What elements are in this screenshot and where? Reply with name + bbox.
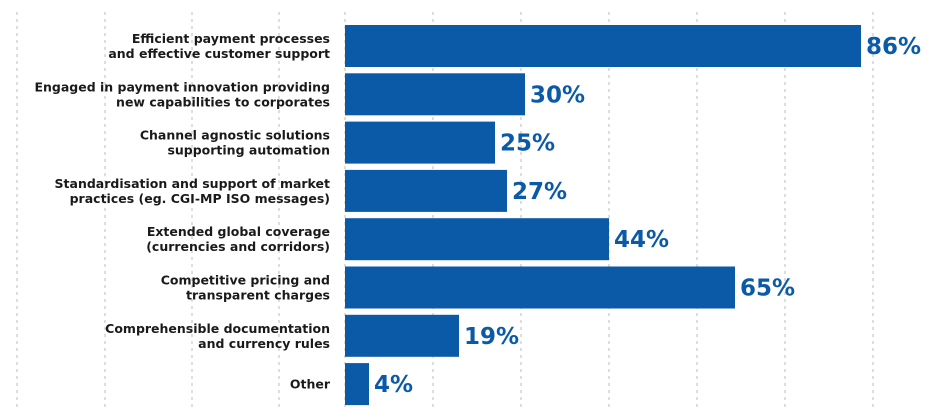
bar [345,363,369,406]
category-label: Comprehensible documentation and currency… [105,321,330,351]
bar [345,73,525,116]
value-label: 86% [866,34,921,60]
category-label-line: new capabilities to corporates [116,94,330,109]
category-label-line: Engaged in payment innovation providing [34,79,330,94]
value-label: 19% [464,324,519,350]
category-label: Channel agnostic solutions supporting aut… [140,128,330,158]
category-label-line: and effective customer support [108,46,330,61]
category-label: Extended global coverage (currencies and … [146,224,330,254]
category-label: Other [290,377,331,392]
bar [345,266,735,309]
value-label: 44% [614,227,669,253]
value-label: 65% [740,276,795,302]
category-label-line: Competitive pricing and [161,273,330,288]
bars [345,25,861,406]
value-label: 27% [512,179,567,205]
category-label-line: practices (eg. CGI-MP ISO messages) [70,191,330,206]
value-label: 30% [530,82,585,108]
value-label: 4% [374,372,413,398]
category-label: Engaged in payment innovation providing n… [34,79,330,109]
category-label-line: Extended global coverage [147,224,330,239]
bar [345,314,459,357]
bar [345,218,609,261]
category-label: Standardisation and support of market pra… [55,176,330,206]
category-label: Efficient payment processes and effective… [108,31,330,61]
category-labels: Efficient payment processes and effective… [34,31,330,392]
category-label-line: Efficient payment processes [132,31,330,46]
category-label-line: Standardisation and support of market [55,176,330,191]
category-label-line: and currency rules [198,336,330,351]
category-label: Competitive pricing and transparent charg… [161,273,330,303]
category-label-line: Channel agnostic solutions [140,128,330,143]
category-label-line: (currencies and corridors) [146,239,330,254]
category-label-line: supporting automation [167,143,330,158]
bar [345,25,861,67]
category-label-line: Comprehensible documentation [105,321,330,336]
bar [345,169,507,212]
value-labels: 86% 30% 25% 27% 44% 65% 19% 4% [374,34,921,398]
category-label-line: Other [290,377,331,392]
bar [345,121,495,164]
value-label: 25% [500,131,555,157]
category-label-line: transparent charges [186,288,330,303]
